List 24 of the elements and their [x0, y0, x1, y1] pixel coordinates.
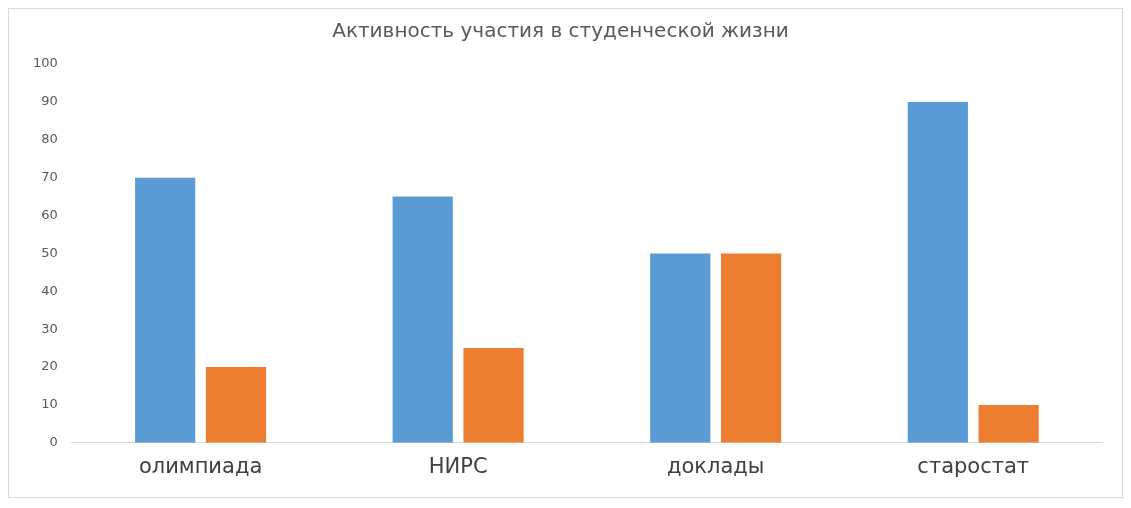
chart-title: Активность участия в студенческой жизни [332, 18, 789, 43]
y-tick-label: 40 [41, 282, 58, 298]
x-tick-label: НИРС [428, 453, 488, 478]
x-tick-label: старостат [917, 453, 1030, 478]
bar [907, 101, 968, 443]
y-tick-label: 30 [41, 320, 58, 336]
bar [978, 404, 1039, 443]
bar [135, 177, 196, 443]
y-tick-label: 10 [41, 396, 58, 412]
bar [392, 196, 453, 443]
bar [720, 253, 782, 443]
y-tick-label: 50 [41, 244, 58, 260]
y-tick-label: 70 [41, 169, 58, 185]
bar [463, 348, 524, 443]
y-tick-label: 20 [41, 358, 58, 374]
y-tick-label: 60 [41, 206, 58, 222]
bar [650, 253, 711, 443]
x-tick-label: доклады [666, 453, 765, 478]
x-tick-label: олимпиада [138, 453, 263, 478]
y-tick-label: 0 [49, 434, 58, 450]
y-tick-label: 80 [41, 131, 58, 147]
y-tick-label: 90 [41, 93, 58, 109]
y-tick-label: 100 [32, 55, 58, 71]
bar [205, 367, 267, 443]
